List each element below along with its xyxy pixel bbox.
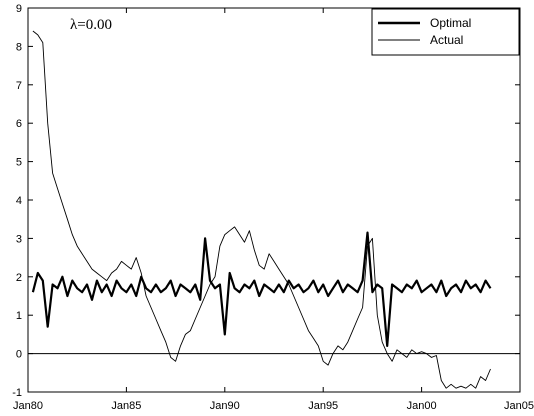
- x-tick-label: Jan95: [308, 400, 338, 412]
- x-tick-label: Jan80: [13, 400, 43, 412]
- legend-label-optimal: Optimal: [430, 16, 471, 30]
- x-tick-label: Jan90: [210, 400, 240, 412]
- y-tick-label: 3: [16, 233, 22, 245]
- y-tick-label: 2: [16, 272, 22, 284]
- series-line-optimal: [31, 231, 492, 347]
- lambda-annotation: λ=0.00: [70, 17, 112, 33]
- x-tick-label: Jan05: [504, 400, 534, 412]
- y-tick-label: 8: [16, 41, 22, 53]
- y-tick-label: 0: [16, 349, 22, 361]
- y-tick-label: 9: [16, 3, 22, 15]
- x-tick-label: Jan85: [111, 400, 141, 412]
- legend-label-actual: Actual: [430, 33, 463, 47]
- y-tick-label: 7: [16, 80, 22, 92]
- x-tick-label: Jan00: [407, 400, 437, 412]
- y-tick-label: 1: [16, 310, 22, 322]
- y-tick-label: 5: [16, 157, 22, 169]
- y-tick-label: 6: [16, 118, 22, 130]
- legend-box: [371, 8, 520, 56]
- legend: Optimal Actual: [371, 8, 520, 56]
- y-tick-label: 4: [16, 195, 22, 207]
- plot-frame: [27, 7, 521, 393]
- y-tick-label: -1: [12, 387, 22, 399]
- series-line-actual: [32, 30, 491, 389]
